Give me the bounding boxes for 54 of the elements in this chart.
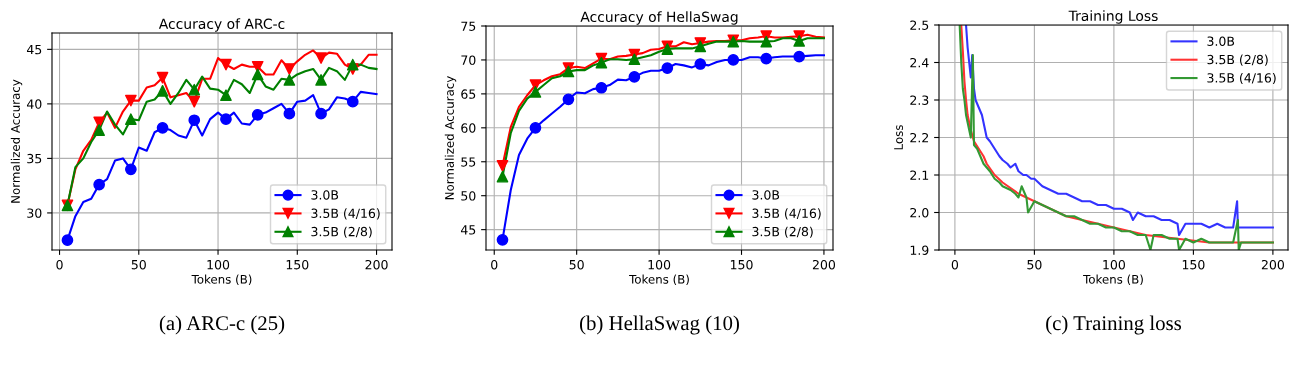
x-tick-label: 200: [365, 259, 388, 270]
y-tick-label: 75: [461, 21, 476, 31]
legend-label: 3.5B (4/16): [1207, 72, 1276, 85]
text: (c) Training loss: [1046, 315, 1182, 335]
x-axis-title: Tokens (B): [191, 274, 252, 286]
y-tick-label: 50: [461, 191, 476, 201]
legend-label: 3.5B (2/8): [1207, 54, 1268, 66]
x-tick-label: 0: [491, 259, 498, 270]
x-tick-label: 0: [56, 259, 63, 270]
x-tick-label: 100: [207, 259, 230, 270]
legend-label: 3.0B: [1207, 36, 1235, 46]
legend-label: 3.5B (2/8): [752, 226, 813, 238]
chart-title: Accuracy of HellaSwag: [580, 11, 738, 25]
legend-label: 3.0B: [752, 190, 780, 200]
x-tick-label: 200: [812, 259, 836, 270]
y-tick-label: 60: [461, 123, 476, 133]
legend-label: 3.5B (4/16): [752, 208, 821, 220]
y-tick-label: 35: [27, 153, 42, 164]
y-tick-label: 40: [26, 99, 42, 109]
y-tick-label: 65: [461, 89, 476, 99]
chart-title: Training Loss: [1068, 10, 1158, 24]
chart-title: Accuracy of ARC-c: [158, 18, 285, 32]
y-tick-label: 2.2: [910, 132, 929, 143]
x-tick-label: 200: [1261, 259, 1284, 270]
x-tick-label: 150: [730, 259, 753, 270]
y-axis-title: Loss: [894, 125, 903, 150]
y-tick-label: 55: [461, 157, 476, 167]
x-tick-label: 50: [569, 259, 584, 270]
text: (b) HellaSwag (10): [580, 315, 739, 335]
x-tick-label: 150: [286, 259, 309, 270]
y-tick-label: 2.1: [910, 170, 929, 180]
x-tick-label: 100: [1103, 259, 1125, 270]
y-tick-label: 2.0: [910, 207, 929, 218]
y-tick-label: 1.9: [910, 245, 929, 255]
y-tick-label: 2.4: [910, 57, 929, 68]
y-axis-title: Normalized Accuracy: [444, 76, 457, 200]
y-tick-label: 2.3: [910, 95, 929, 105]
legend-label: 3.5B (4/16): [311, 208, 380, 220]
x-tick-label: 50: [131, 259, 146, 270]
x-tick-label: 100: [648, 259, 671, 270]
legend-label: 3.5B (2/8): [311, 226, 372, 238]
y-tick-label: 70: [461, 55, 476, 65]
y-tick-label: 45: [26, 44, 42, 55]
y-tick-label: 2.5: [910, 20, 929, 30]
y-axis-title: Normalized Accuracy: [10, 79, 23, 203]
x-axis-title: Tokens (B): [629, 274, 689, 286]
legend-label: 3.0B: [311, 190, 339, 200]
x-tick-label: 50: [1027, 259, 1042, 270]
x-tick-label: 150: [1182, 259, 1205, 270]
y-tick-label: 30: [27, 208, 42, 218]
x-tick-label: 0: [951, 259, 959, 270]
x-axis-title: Tokens (B): [1083, 274, 1143, 286]
text: (a) ARC-c (25): [159, 315, 285, 335]
y-tick-label: 45: [460, 225, 476, 235]
